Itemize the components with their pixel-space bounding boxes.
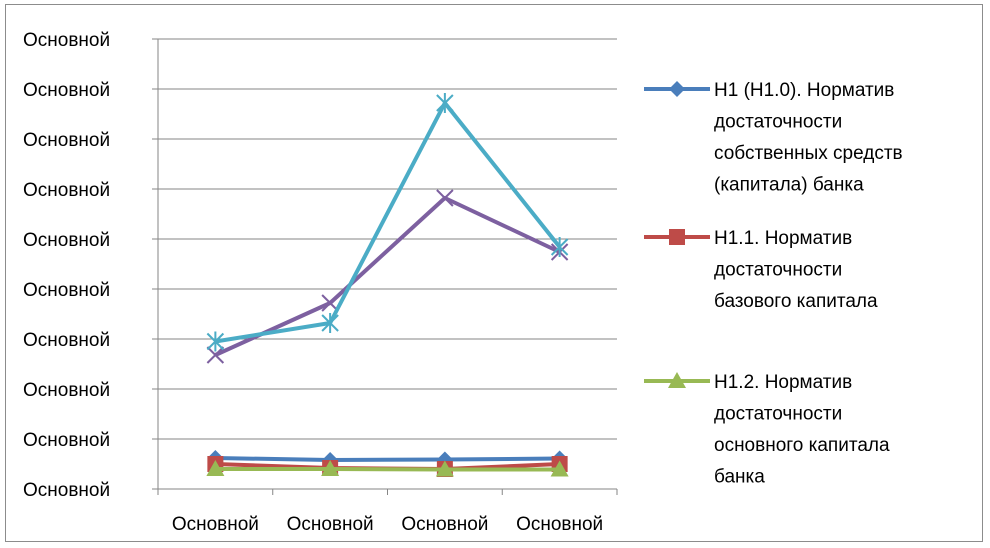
- star-marker: [550, 237, 569, 257]
- series-line: [215, 101, 562, 344]
- series-line: [215, 456, 560, 462]
- triangle-marker: [435, 460, 454, 477]
- x-marker: [321, 294, 339, 312]
- legend-label: (капитала) банка: [714, 175, 864, 196]
- legend-label: достаточности: [714, 404, 842, 425]
- x-tick-label: Основной: [516, 514, 603, 535]
- series-5: [206, 93, 569, 352]
- triangle-marker: [550, 460, 569, 477]
- series-3: [206, 460, 569, 477]
- y-tick-label: Основной: [23, 80, 110, 101]
- x-marker: [436, 189, 454, 207]
- y-tick-label: Основной: [23, 280, 110, 301]
- triangle-marker: [321, 460, 340, 476]
- legend-label: достаточности: [714, 112, 842, 133]
- legend-entry-3: Н1.2. Норматив достаточности основного кап…: [644, 372, 890, 488]
- y-tick-label: Основной: [23, 330, 110, 351]
- x-marker: [206, 346, 225, 364]
- y-tick-label: Основной: [23, 430, 110, 451]
- series-line: [214, 196, 561, 357]
- chart-frame: [5, 4, 983, 542]
- y-tick-label: Основной: [23, 180, 110, 201]
- x-tick-label: Основной: [401, 514, 488, 535]
- star-marker: [436, 93, 454, 113]
- gridlines: [158, 38, 617, 440]
- star-marker: [206, 331, 225, 352]
- y-tick-label: Основной: [23, 130, 110, 151]
- y-tick-label: Основной: [23, 480, 110, 501]
- legend-entry-1: Н1 (Н1.0). Норматив достаточности собствен…: [644, 80, 903, 196]
- legend-label: Н1.2. Норматив: [714, 372, 852, 393]
- diamond-marker: [669, 81, 685, 97]
- legend-label: Н1 (Н1.0). Норматив: [714, 80, 894, 101]
- legend-label: банка: [714, 467, 765, 488]
- axis-ticks: [152, 38, 618, 495]
- legend-label: Н1.1. Норматив: [714, 228, 852, 249]
- axes: [157, 39, 617, 490]
- legend-label: достаточности: [714, 260, 842, 281]
- series-line: [215, 467, 560, 472]
- y-tick-label: Основной: [23, 230, 110, 251]
- y-tick-labels: Основной Основной Основной Основной Основной…: [23, 30, 110, 501]
- x-tick-labels: Основной Основной Основной Основной: [172, 514, 603, 535]
- series-layer: [206, 93, 569, 477]
- legend-label: базового капитала: [714, 291, 878, 312]
- triangle-marker: [668, 372, 686, 388]
- legend-entry-2: Н1.1. Норматив достаточности базового капи…: [644, 228, 878, 312]
- x-tick-label: Основной: [287, 514, 374, 535]
- triangle-marker: [206, 460, 225, 476]
- legend-label: собственных средств: [714, 143, 903, 164]
- y-tick-label: Основной: [23, 380, 110, 401]
- y-tick-label: Основной: [23, 30, 110, 51]
- legend: Н1 (Н1.0). Норматив достаточности собствен…: [644, 80, 903, 488]
- star-marker: [321, 313, 339, 333]
- legend-label: основного капитала: [714, 435, 890, 456]
- x-tick-label: Основной: [172, 514, 259, 535]
- square-marker: [669, 229, 685, 245]
